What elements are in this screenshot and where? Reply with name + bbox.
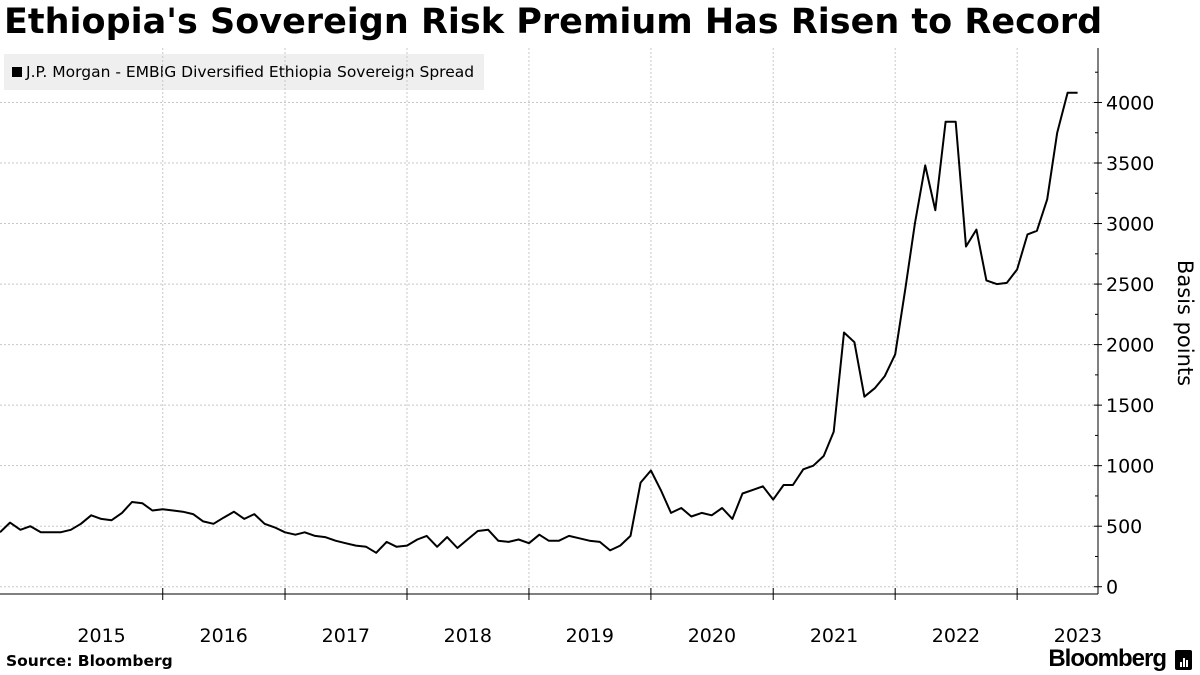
- y-tick-label: 3000: [1106, 214, 1154, 236]
- bloomberg-terminal-icon: [1175, 650, 1192, 670]
- x-tick-label: 2023: [1054, 625, 1102, 647]
- x-tick-label: 2017: [322, 625, 370, 647]
- x-tick-label: 2018: [444, 625, 492, 647]
- y-tick-label: 2500: [1106, 274, 1154, 296]
- series-line: [0, 91, 1078, 554]
- y-tick-label: 3500: [1106, 153, 1154, 175]
- chart-title: Ethiopia's Sovereign Risk Premium Has Ri…: [4, 2, 1103, 42]
- x-tick-label: 2021: [810, 625, 858, 647]
- y-tick-label: 500: [1106, 516, 1142, 538]
- legend: J.P. Morgan - EMBIG Diversified Ethiopia…: [4, 54, 485, 90]
- legend-label: J.P. Morgan - EMBIG Diversified Ethiopia…: [26, 63, 475, 81]
- x-tick-label: 2020: [688, 625, 736, 647]
- y-tick-label: 1500: [1106, 395, 1154, 417]
- y-axis-label: Basis points: [1173, 259, 1197, 387]
- x-tick-label: 2022: [932, 625, 980, 647]
- x-tick-label: 2016: [200, 625, 248, 647]
- y-tick-label: 2000: [1106, 335, 1154, 357]
- x-tick-label: 2019: [566, 625, 614, 647]
- y-tick-label: 0: [1106, 577, 1118, 599]
- bloomberg-logo: Bloomberg: [1048, 645, 1167, 672]
- y-tick-label: 1000: [1106, 456, 1154, 478]
- legend-swatch-square-icon: [12, 67, 22, 77]
- y-tick-label: 4000: [1106, 92, 1154, 114]
- source-note: Source: Bloomberg: [6, 652, 173, 670]
- x-tick-label: 2015: [77, 625, 125, 647]
